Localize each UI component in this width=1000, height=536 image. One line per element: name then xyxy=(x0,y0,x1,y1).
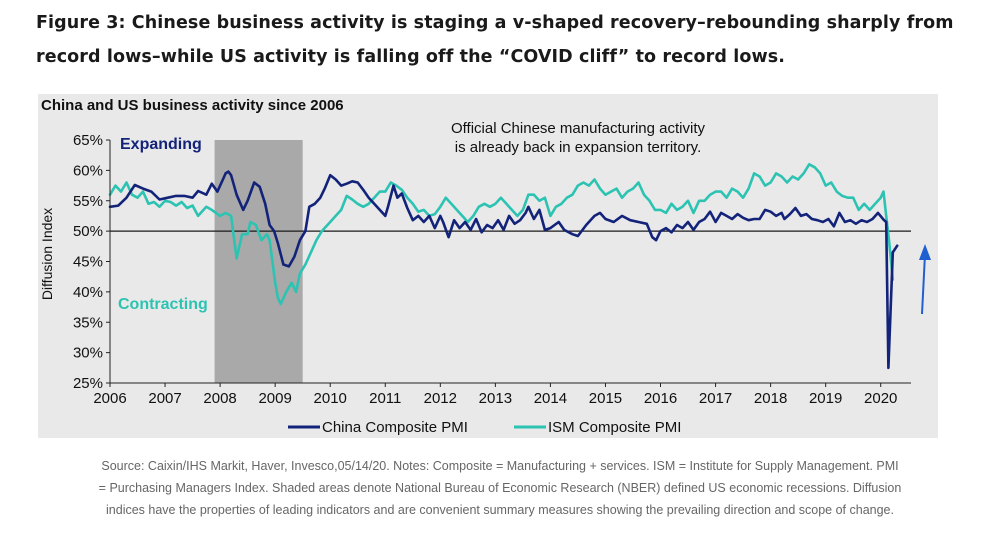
legend-label-china: China Composite PMI xyxy=(322,419,468,436)
y-tick-label: 55% xyxy=(73,193,103,210)
x-tick-label: 2013 xyxy=(479,390,512,407)
axis-layer: 25% 30% 35% 40% 45% 50% 55% 60% 65% 2006 2007 2008 2… xyxy=(73,132,911,407)
x-tick-label: 2019 xyxy=(809,390,842,407)
x-tick-label: 2018 xyxy=(754,390,787,407)
chart-panel: China and US business activity since 200… xyxy=(38,94,938,438)
x-tick-label: 2008 xyxy=(203,390,236,407)
source-note-line-3: indices have the properties of leading i… xyxy=(106,503,894,517)
x-tick-label: 2012 xyxy=(424,390,457,407)
figure-title: Figure 3: Chinese business activity is s… xyxy=(36,6,976,74)
source-note-line-2: = Purchasing Managers Index. Shaded area… xyxy=(98,481,902,495)
y-axis-label: Diffusion Index xyxy=(39,208,55,300)
x-tick-label: 2010 xyxy=(314,390,347,407)
china-composite-pmi-line xyxy=(108,170,899,370)
x-tick-label: 2017 xyxy=(699,390,732,407)
y-tick-label: 45% xyxy=(73,254,103,271)
figure-title-line-2: record lows–while US activity is falling… xyxy=(36,47,785,67)
recession-layer xyxy=(214,140,303,383)
chart-title: China and US business activity since 200… xyxy=(41,97,344,114)
expanding-annotation: Expanding xyxy=(120,136,202,153)
series-layer xyxy=(108,163,899,370)
note-annotation-line-1: Official Chinese manufacturing activity xyxy=(451,120,706,137)
x-tick-label: 2011 xyxy=(369,390,401,407)
x-tick-label: 2009 xyxy=(258,390,291,407)
recovery-arrow-head xyxy=(919,244,931,260)
recovery-arrow-shaft xyxy=(921,253,926,315)
y-tick-label: 40% xyxy=(73,284,103,301)
x-tick-label: 2015 xyxy=(589,390,622,407)
source-note-line-1: Source: Caixin/IHS Markit, Haver, Invesc… xyxy=(101,459,899,473)
y-tick-label: 50% xyxy=(73,223,103,240)
x-tick-label: 2006 xyxy=(93,390,126,407)
ism-composite-pmi-line xyxy=(108,163,895,306)
line-chart: China and US business activity since 200… xyxy=(39,97,931,436)
legend-label-ism: ISM Composite PMI xyxy=(548,419,681,436)
note-annotation-line-2: is already back in expansion territory. xyxy=(455,139,702,156)
y-tick-label: 30% xyxy=(73,345,103,362)
x-tick-label: 2016 xyxy=(644,390,677,407)
x-tick-label: 2014 xyxy=(534,390,567,407)
legend: China Composite PMI ISM Composite PMI xyxy=(288,419,681,436)
y-tick-label: 35% xyxy=(73,314,103,331)
contracting-annotation: Contracting xyxy=(118,296,208,313)
source-note: Source: Caixin/IHS Markit, Haver, Invesc… xyxy=(40,455,960,521)
recovery-arrow xyxy=(919,244,931,315)
x-tick-label: 2007 xyxy=(148,390,181,407)
figure-title-line-1: Figure 3: Chinese business activity is s… xyxy=(36,13,954,33)
recession-shade xyxy=(214,140,303,383)
x-tick-label: 2020 xyxy=(864,390,897,407)
y-tick-label: 25% xyxy=(73,375,103,392)
y-tick-label: 60% xyxy=(73,162,103,179)
y-tick-label: 65% xyxy=(73,132,103,149)
